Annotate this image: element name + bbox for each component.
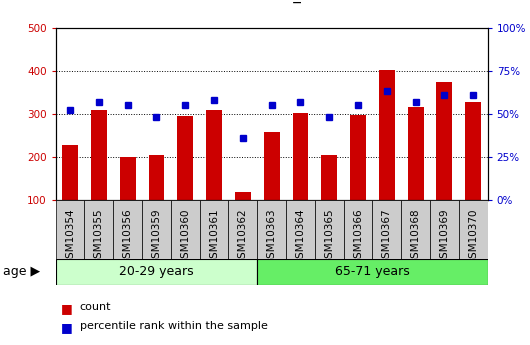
FancyBboxPatch shape <box>84 200 113 273</box>
Text: GSM10370: GSM10370 <box>468 208 478 265</box>
FancyBboxPatch shape <box>343 200 373 273</box>
Text: 20-29 years: 20-29 years <box>119 265 194 278</box>
Text: GSM10360: GSM10360 <box>180 208 190 265</box>
Text: ■: ■ <box>61 302 73 315</box>
Bar <box>321 155 337 200</box>
FancyBboxPatch shape <box>171 200 200 273</box>
Text: GSM10368: GSM10368 <box>411 208 421 265</box>
Text: GSM10363: GSM10363 <box>267 208 277 265</box>
Bar <box>120 157 136 200</box>
Bar <box>178 116 193 200</box>
FancyBboxPatch shape <box>200 200 228 273</box>
Text: GSM10361: GSM10361 <box>209 208 219 265</box>
FancyBboxPatch shape <box>286 200 315 273</box>
FancyBboxPatch shape <box>56 259 257 285</box>
FancyBboxPatch shape <box>56 200 84 273</box>
Text: GSM10354: GSM10354 <box>65 208 75 265</box>
Text: 65-71 years: 65-71 years <box>335 265 410 278</box>
FancyBboxPatch shape <box>228 200 257 273</box>
Bar <box>350 115 366 200</box>
Text: GSM10369: GSM10369 <box>439 208 449 265</box>
Text: GDS473 / 235890_at: GDS473 / 235890_at <box>158 0 316 3</box>
Bar <box>206 110 222 200</box>
Bar <box>379 70 395 200</box>
Text: ■: ■ <box>61 321 73 334</box>
Bar <box>408 107 423 200</box>
FancyBboxPatch shape <box>430 200 459 273</box>
FancyBboxPatch shape <box>257 259 488 285</box>
Bar <box>465 102 481 200</box>
FancyBboxPatch shape <box>315 200 343 273</box>
Text: GSM10362: GSM10362 <box>238 208 248 265</box>
Bar <box>235 193 251 200</box>
Text: GSM10365: GSM10365 <box>324 208 334 265</box>
Bar <box>91 110 107 200</box>
Text: percentile rank within the sample: percentile rank within the sample <box>80 321 267 331</box>
Bar <box>62 145 78 200</box>
Bar <box>148 155 164 200</box>
FancyBboxPatch shape <box>142 200 171 273</box>
FancyBboxPatch shape <box>401 200 430 273</box>
Text: count: count <box>80 302 111 312</box>
Text: GSM10356: GSM10356 <box>122 208 132 265</box>
Text: GSM10355: GSM10355 <box>94 208 104 265</box>
Bar <box>293 113 308 200</box>
Text: age ▶: age ▶ <box>3 265 40 278</box>
Bar <box>264 132 279 200</box>
Text: GSM10367: GSM10367 <box>382 208 392 265</box>
FancyBboxPatch shape <box>113 200 142 273</box>
Text: GSM10359: GSM10359 <box>152 208 162 265</box>
FancyBboxPatch shape <box>373 200 401 273</box>
FancyBboxPatch shape <box>459 200 488 273</box>
Text: GSM10364: GSM10364 <box>295 208 305 265</box>
Bar <box>437 81 452 200</box>
FancyBboxPatch shape <box>257 200 286 273</box>
Text: GSM10366: GSM10366 <box>353 208 363 265</box>
